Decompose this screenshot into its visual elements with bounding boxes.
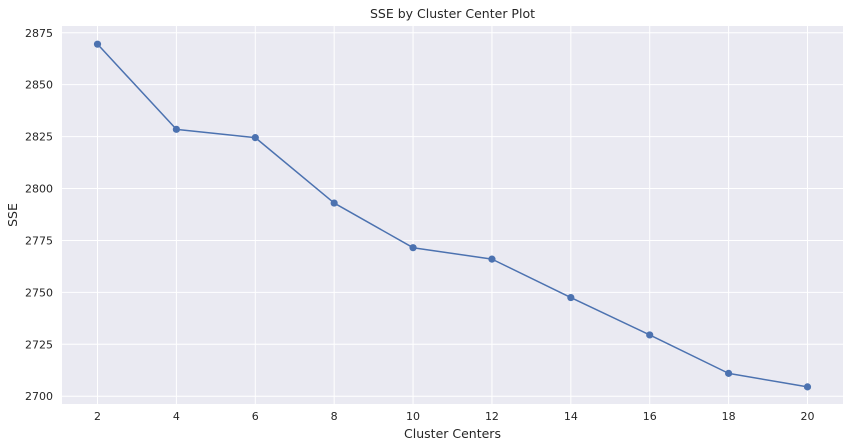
y-tick-label: 2700 — [25, 390, 53, 403]
data-point — [251, 134, 259, 142]
x-tick-label: 12 — [485, 410, 499, 423]
x-tick-label: 8 — [331, 410, 338, 423]
x-axis-label: Cluster Centers — [404, 426, 501, 441]
y-tick-label: 2800 — [25, 183, 53, 196]
y-tick-label: 2725 — [25, 338, 53, 351]
x-tick-label: 20 — [801, 410, 815, 423]
series-layer — [93, 40, 812, 391]
tick-labels: 2 4 6 8 10 12 14 16 18 20 2700 2725 2750 2775 2800 2825… — [25, 27, 815, 423]
x-tick-label: 10 — [406, 410, 420, 423]
data-point — [803, 383, 812, 391]
chart-title: SSE by Cluster Center Plot — [370, 6, 535, 21]
x-tick-label: 6 — [252, 410, 259, 423]
plot-area — [62, 26, 843, 404]
data-point — [567, 293, 575, 302]
data-point — [172, 125, 180, 133]
y-tick-label: 2750 — [25, 286, 53, 299]
series-line — [96, 43, 808, 388]
y-tick-label: 2825 — [25, 131, 53, 144]
data-point — [725, 369, 733, 377]
data-point — [488, 255, 496, 263]
y-tick-label: 2875 — [25, 27, 53, 40]
y-tick-label: 2850 — [25, 79, 53, 92]
x-tick-label: 14 — [564, 410, 578, 423]
data-point — [409, 244, 417, 252]
data-point — [330, 199, 338, 207]
y-tick-label: 2775 — [25, 234, 53, 247]
x-tick-label: 18 — [722, 410, 736, 423]
y-axis-label: SSE — [5, 203, 20, 227]
data-point — [646, 331, 654, 339]
x-tick-label: 2 — [94, 410, 101, 423]
x-tick-label: 16 — [643, 410, 657, 423]
grid-lines — [62, 26, 843, 404]
data-point — [93, 40, 102, 48]
x-tick-label: 4 — [173, 410, 180, 423]
